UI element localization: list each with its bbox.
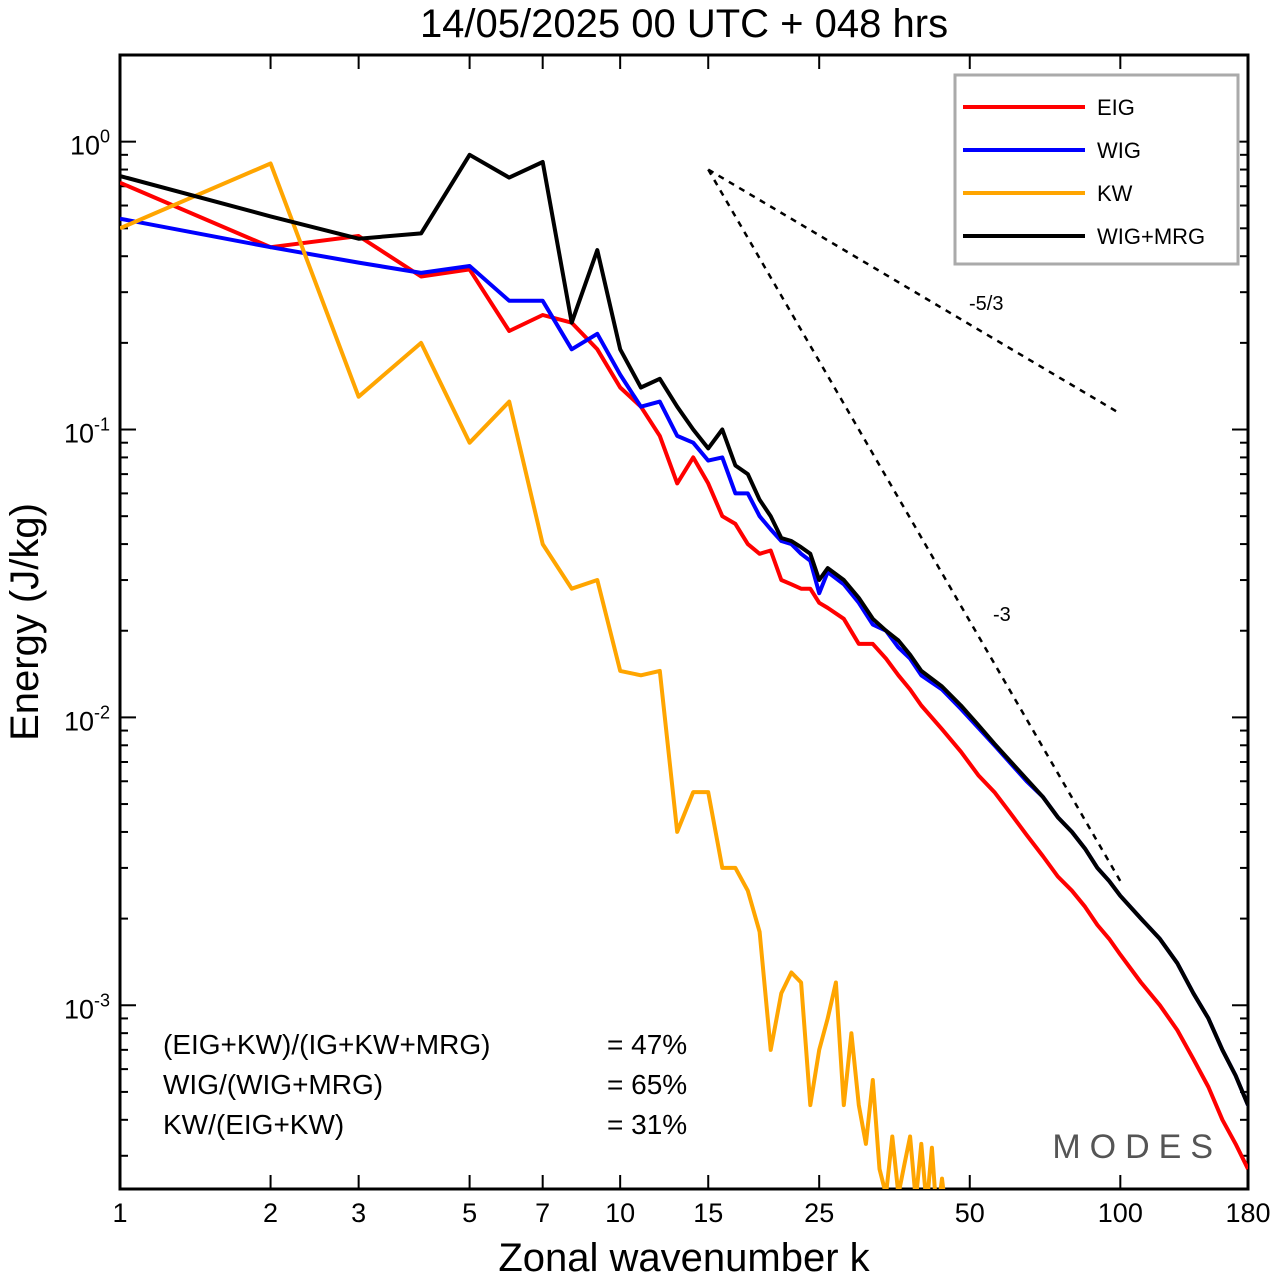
- series-line-wig: [120, 216, 1248, 1106]
- x-tick-label: 25: [804, 1198, 834, 1228]
- legend-box: [953, 73, 1240, 266]
- ratio-value-eig-kw: = 47%: [607, 1029, 687, 1060]
- x-tick-label: 7: [535, 1198, 550, 1228]
- y-tick-label: 100: [70, 127, 110, 161]
- x-tick-labels: 1 2 3 5 7 10 15 25 50 100 180: [112, 1198, 1270, 1228]
- x-tick-label: 3: [351, 1198, 366, 1228]
- axis-ticks: [119, 54, 1249, 1189]
- chart-title: 14/05/2025 00 UTC + 048 hrs: [420, 2, 948, 46]
- ratio-value-kw: = 31%: [607, 1109, 687, 1140]
- x-tick-label: 100: [1098, 1198, 1143, 1228]
- ratio-value-wig: = 65%: [607, 1069, 687, 1100]
- x-tick-label: 50: [955, 1198, 985, 1228]
- x-tick-label: 180: [1225, 1198, 1270, 1228]
- series-line-kw: [120, 161, 946, 1189]
- legend-label-wig: WIG: [1097, 138, 1141, 163]
- y-tick-label: 10-1: [64, 415, 110, 449]
- series-line-eig: [120, 180, 1248, 1170]
- y-axis-label: Energy (J/kg): [3, 503, 47, 741]
- slope-label-five-thirds: -5/3: [969, 293, 1003, 315]
- x-tick-label: 10: [605, 1198, 635, 1228]
- x-tick-label: 15: [693, 1198, 723, 1228]
- series-lines: [120, 152, 1248, 1189]
- y-tick-label: 10-2: [64, 702, 110, 736]
- x-tick-label: 5: [462, 1198, 477, 1228]
- y-tick-label: 10-3: [64, 990, 110, 1024]
- legend-label-eig: EIG: [1097, 95, 1135, 120]
- legend: EIG WIG KW WIG+MRG: [953, 73, 1240, 266]
- reference-line: [707, 168, 1122, 882]
- ratio-label-eig-kw: (EIG+KW)/(IG+KW+MRG): [163, 1029, 490, 1060]
- x-tick-label: 1: [112, 1198, 127, 1228]
- reference-slope-lines: [707, 168, 1122, 882]
- legend-label-kw: KW: [1097, 181, 1133, 206]
- plot-frame: [118, 53, 1250, 1191]
- y-tick-labels: 100 10-1 10-2 10-3: [64, 127, 110, 1025]
- slope-label-three: -3: [993, 604, 1011, 626]
- ratio-label-kw: KW/(EIG+KW): [163, 1109, 344, 1140]
- ratio-annotations: (EIG+KW)/(IG+KW+MRG) = 47% WIG/(WIG+MRG)…: [163, 1029, 687, 1140]
- reference-line: [707, 168, 1121, 415]
- x-axis-label: Zonal wavenumber k: [498, 1236, 870, 1280]
- legend-label-wig-mrg: WIG+MRG: [1097, 224, 1205, 249]
- x-tick-label: 2: [263, 1198, 278, 1228]
- series-line-wig-mrg: [120, 152, 1248, 1106]
- ratio-label-wig: WIG/(WIG+MRG): [163, 1069, 383, 1100]
- modes-watermark: MODES: [1052, 1128, 1222, 1166]
